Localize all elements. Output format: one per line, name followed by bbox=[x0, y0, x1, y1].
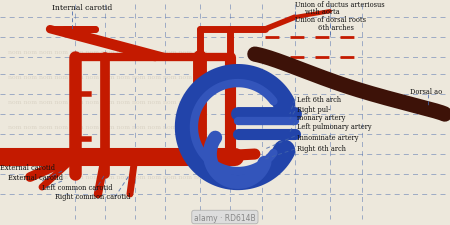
Text: with aorta: with aorta bbox=[305, 8, 340, 16]
Text: nom nom nom nom nom nom nom nom nom nom nom nom nom: nom nom nom nom nom nom nom nom nom nom … bbox=[0, 149, 207, 154]
Text: nom nom nom nom nom nom nom nom nom nom nom nom nom: nom nom nom nom nom nom nom nom nom nom … bbox=[0, 75, 207, 80]
Text: Left 6th arch: Left 6th arch bbox=[297, 96, 341, 104]
Text: External carotid: External carotid bbox=[0, 163, 55, 171]
Text: Union of dorsal roots: Union of dorsal roots bbox=[295, 16, 366, 24]
Text: Left pulmonary artery: Left pulmonary artery bbox=[297, 123, 372, 130]
Text: Left common carotid: Left common carotid bbox=[42, 183, 112, 191]
Text: Innominate artery: Innominate artery bbox=[297, 133, 358, 142]
Text: External carotid: External carotid bbox=[8, 173, 63, 181]
Text: Right pul-: Right pul- bbox=[297, 106, 330, 114]
Text: Right common carotid: Right common carotid bbox=[55, 192, 130, 200]
Text: Internal carotid: Internal carotid bbox=[52, 4, 112, 12]
Text: alamy · RD614B: alamy · RD614B bbox=[194, 213, 256, 222]
Text: 6th arches: 6th arches bbox=[318, 24, 354, 32]
Text: monary artery: monary artery bbox=[297, 114, 345, 122]
Text: Right 6th arch: Right 6th arch bbox=[297, 144, 346, 152]
Text: Dorsal ao: Dorsal ao bbox=[410, 88, 442, 96]
Text: nom nom nom nom nom nom nom nom nom nom nom nom nom: nom nom nom nom nom nom nom nom nom nom … bbox=[0, 174, 207, 179]
Text: nom nom nom nom nom nom nom nom nom nom nom nom nom: nom nom nom nom nom nom nom nom nom nom … bbox=[0, 100, 207, 105]
Text: nom nom nom nom nom nom nom nom nom nom nom nom nom: nom nom nom nom nom nom nom nom nom nom … bbox=[0, 124, 207, 130]
Text: nom nom nom nom nom nom nom nom nom nom nom nom nom: nom nom nom nom nom nom nom nom nom nom … bbox=[0, 50, 207, 55]
Text: Union of ductus arteriosus: Union of ductus arteriosus bbox=[295, 1, 384, 9]
